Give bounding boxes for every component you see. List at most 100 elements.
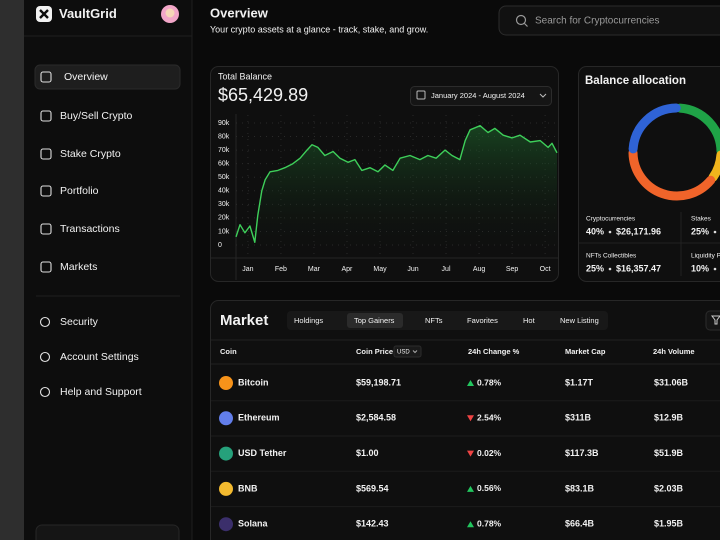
tab[interactable]: New Listing — [560, 316, 599, 325]
allocation-card — [578, 66, 720, 282]
filter-icon — [711, 315, 720, 325]
nav-item[interactable]: Markets — [60, 261, 97, 273]
market-card — [210, 300, 720, 540]
coin-market-cap: $117.3B — [565, 448, 599, 458]
nav-active — [34, 64, 181, 90]
y-tick-label: 80k — [218, 133, 230, 140]
coin-name[interactable]: Bitcoin — [238, 377, 269, 387]
window-edge — [0, 0, 24, 540]
coin-name[interactable]: Solana — [238, 519, 269, 529]
coin-icon — [219, 481, 233, 496]
x-tick-label: Feb — [275, 266, 287, 273]
avatar-face — [165, 8, 175, 18]
brand-name: VaultGrid — [59, 6, 117, 21]
brand-logo-mark — [39, 9, 49, 19]
nav-icon — [39, 386, 51, 398]
x-tick-label: Mar — [308, 266, 321, 273]
tab[interactable]: Holdings — [294, 316, 323, 325]
search-placeholder: Search for Cryptocurrencies — [535, 16, 660, 27]
coin-price: $142.43 — [356, 519, 389, 529]
legend-value: 40% — [586, 226, 604, 236]
tab[interactable]: Favorites — [467, 316, 498, 325]
column-header: Coin — [220, 347, 237, 356]
column-header: 24h Change % — [468, 347, 520, 356]
nav-item[interactable]: Stake Crypto — [60, 148, 121, 160]
balance-label: Total Balance — [218, 71, 272, 81]
search-box[interactable] — [498, 5, 720, 36]
calendar-icon — [416, 90, 426, 100]
date-range: January 2024 - August 2024 — [431, 91, 525, 100]
nav-icon — [40, 148, 52, 160]
coin-change: 0.78% — [477, 518, 502, 528]
tab[interactable]: Top Gainers — [354, 316, 395, 325]
balance-area — [236, 125, 557, 245]
sidebar-card — [35, 524, 180, 540]
chevron — [412, 350, 418, 354]
nav-icon — [40, 110, 52, 122]
legend-label: Cryptocurrencies — [586, 216, 636, 223]
y-tick-label: 20k — [218, 215, 230, 222]
coin-price: $1.00 — [356, 448, 379, 458]
nav-item[interactable]: Portfolio — [60, 185, 99, 197]
allocation-segment — [628, 103, 681, 154]
nav-item[interactable]: Account Settings — [60, 351, 139, 363]
coin-icon — [219, 517, 233, 532]
tab-active — [347, 313, 403, 328]
coin-volume: $51.9B — [654, 448, 684, 458]
coin-name[interactable]: Ethereum — [238, 413, 280, 423]
allocation-segment — [675, 103, 720, 156]
x-tick-label: Jun — [407, 266, 418, 273]
legend-amount: $26,171.96 — [616, 226, 661, 236]
coin-market-cap: $1.17T — [565, 377, 594, 387]
y-tick-label: 30k — [218, 201, 230, 208]
market-table: Holdings Top Gainers NFTs Favorites Hot New L… — [211, 313, 720, 532]
balance-chart: 0 10k 20k 30k 40k 50k 60k 70k 80k 90k Jan Feb Mar Apr… — [218, 115, 558, 273]
legend-label: Stakes — [691, 216, 712, 223]
tab[interactable]: NFTs — [425, 316, 443, 325]
nav-icon — [40, 185, 52, 197]
legend-label: NFTs Collectibles — [586, 253, 637, 260]
coin-change: 0.56% — [477, 483, 502, 493]
balance-amount: $65,429.89 — [218, 85, 308, 105]
chevron — [539, 93, 547, 98]
x-tick-label: Sep — [506, 266, 519, 273]
date-picker[interactable] — [410, 86, 552, 106]
coin-price: $2,584.58 — [356, 413, 396, 423]
sidebar — [24, 0, 192, 540]
coin-icon — [219, 376, 233, 390]
change-arrow — [467, 521, 474, 528]
currency: USD — [397, 350, 410, 356]
column-header: Coin Price — [356, 347, 393, 356]
legend-value: 10% — [691, 263, 709, 273]
legend-value: 25% — [691, 226, 709, 236]
nav-item[interactable]: Help and Support — [60, 386, 142, 398]
nav-icon — [39, 316, 51, 328]
legend-dot — [713, 230, 717, 234]
nav: Overview Buy/Sell Crypto Stake Crypto Portf… — [34, 64, 181, 398]
nav-item[interactable]: Overview — [64, 71, 108, 83]
change-arrow — [467, 415, 474, 422]
legend-label: Liquidity P — [691, 253, 720, 260]
currency-select[interactable] — [393, 345, 422, 358]
nav-item[interactable]: Security — [60, 316, 99, 328]
coin-volume: $31.06B — [654, 377, 689, 387]
column-header: 24h Volume — [653, 347, 695, 356]
filter-button[interactable] — [705, 310, 720, 331]
search-icon — [515, 14, 527, 26]
legend-value: 25% — [586, 263, 604, 273]
coin-change: 2.54% — [477, 413, 502, 423]
nav-item[interactable]: Buy/Sell Crypto — [60, 110, 133, 122]
allocation-chart: Stakes 25% Liquidity P 10% Cryptocurrencies 4… — [586, 103, 720, 273]
search-icon — [524, 23, 528, 27]
tab[interactable]: Hot — [523, 316, 536, 325]
coin-price: $569.54 — [356, 483, 389, 493]
nav-item[interactable]: Transactions — [60, 223, 120, 235]
x-tick-label: Jul — [442, 266, 451, 273]
coin-name[interactable]: BNB — [238, 483, 258, 493]
x-tick-label: Oct — [540, 266, 551, 273]
coin-name[interactable]: USD Tether — [238, 448, 287, 458]
legend-dot — [608, 230, 612, 234]
balance-line — [235, 125, 558, 243]
legend-dot — [608, 267, 612, 271]
